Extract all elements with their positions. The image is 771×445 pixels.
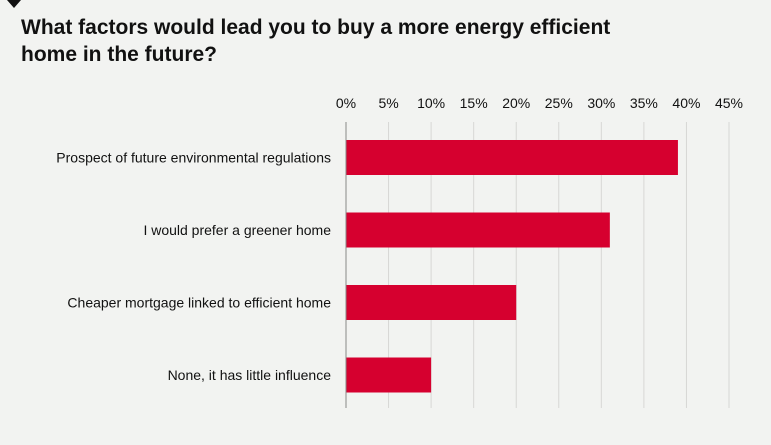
bar <box>346 212 610 248</box>
x-tick-label: 15% <box>460 95 488 111</box>
category-labels: Prospect of future environmental regulat… <box>56 150 331 384</box>
category-label: None, it has little influence <box>168 367 332 383</box>
bar <box>346 357 432 393</box>
category-label: I would prefer a greener home <box>143 222 331 238</box>
bars <box>346 140 678 393</box>
bar <box>346 140 678 175</box>
category-label: Prospect of future environmental regulat… <box>56 150 331 166</box>
title-marker-icon <box>7 0 21 8</box>
category-label: Cheaper mortgage linked to efficient hom… <box>67 295 331 311</box>
x-tick-label: 5% <box>378 95 398 111</box>
x-tick-label: 25% <box>545 95 573 111</box>
x-tick-label: 35% <box>630 95 658 111</box>
x-tick-label: 45% <box>715 95 743 111</box>
x-tick-label: 0% <box>336 95 356 111</box>
x-tick-label: 40% <box>672 95 700 111</box>
x-tick-label: 30% <box>587 95 615 111</box>
x-tick-label: 10% <box>417 95 445 111</box>
chart-title: What factors would lead you to buy a mor… <box>21 16 611 66</box>
x-tick-labels: 0% 5% 10% 15% 20% 25% 30% 35% 40% 45% <box>336 95 743 111</box>
bar <box>346 285 517 320</box>
x-tick-label: 20% <box>502 95 530 111</box>
